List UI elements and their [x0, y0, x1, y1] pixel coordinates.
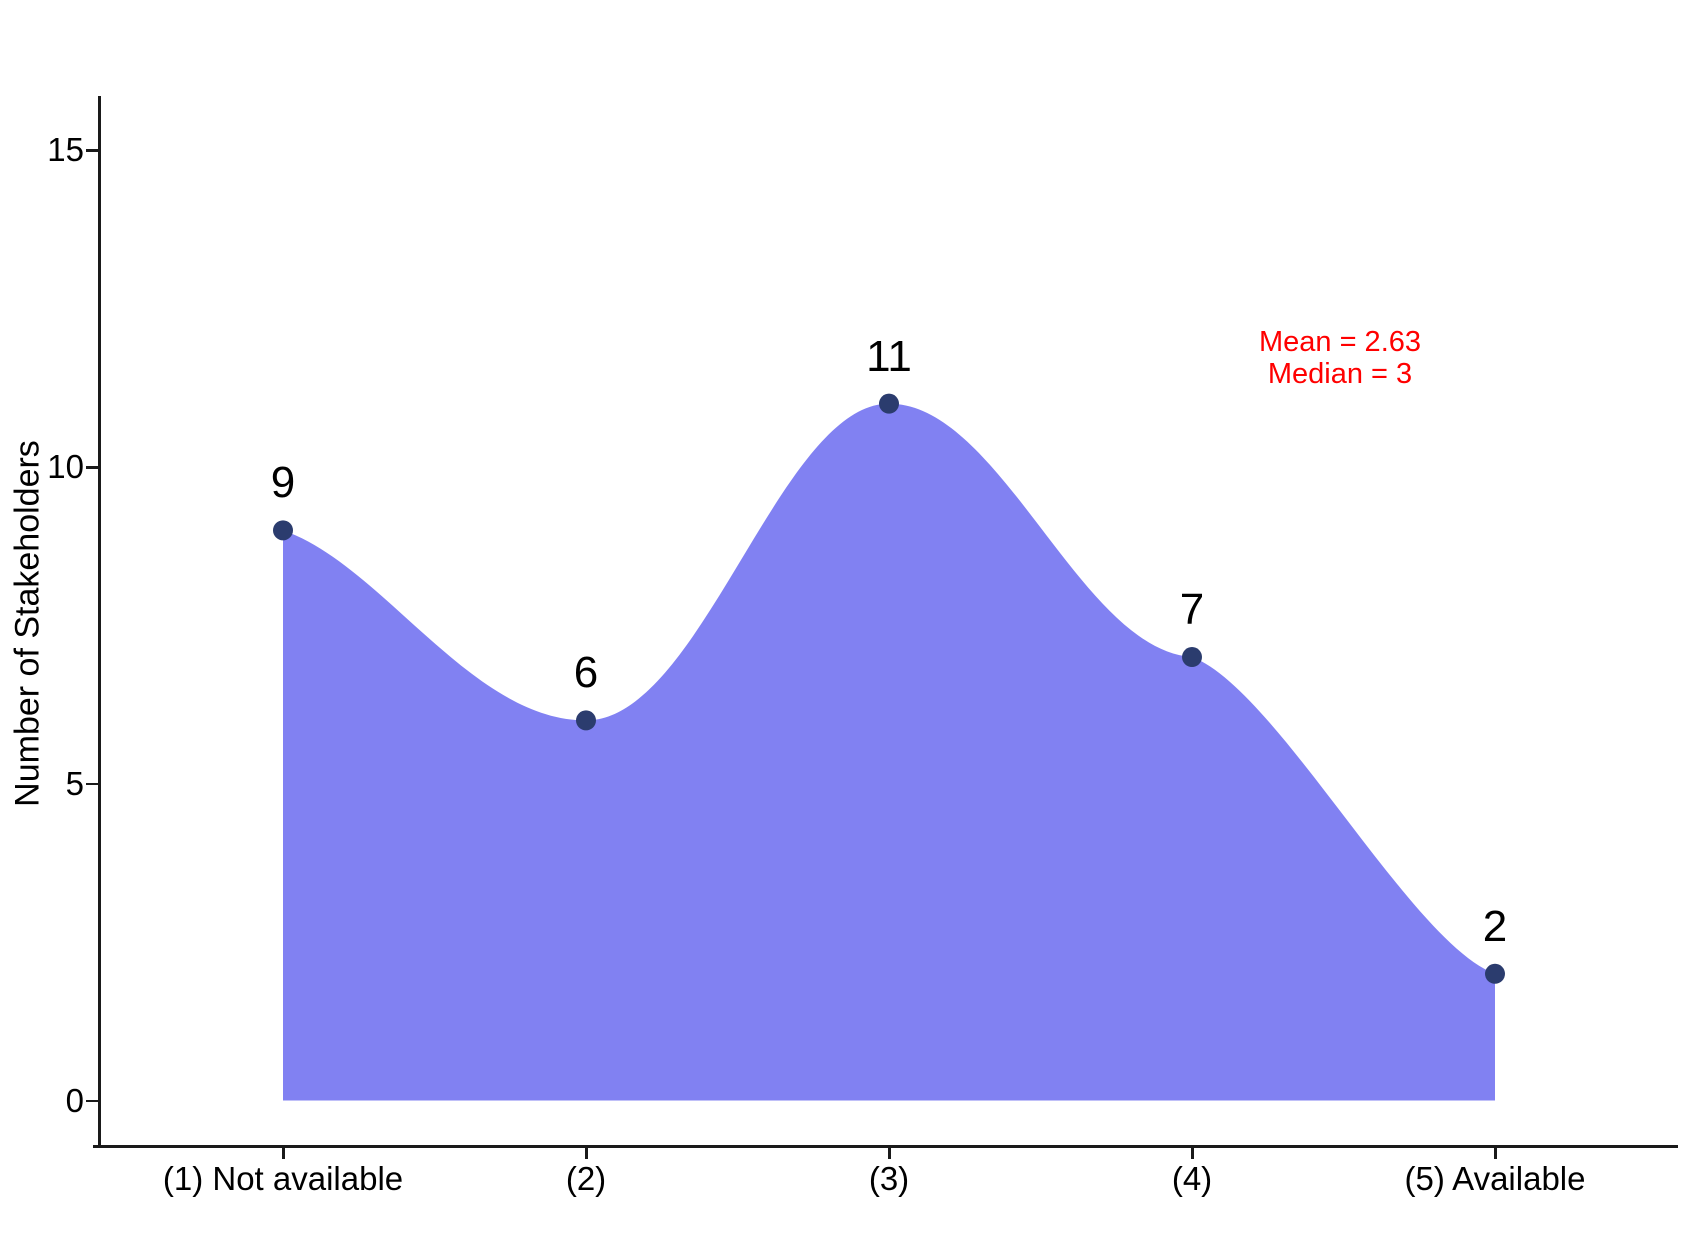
- data-point-4: [1182, 647, 1202, 668]
- point-value-label-2: 6: [573, 648, 599, 698]
- y-tick-mark-10: [86, 466, 98, 469]
- y-axis-line: [98, 96, 101, 1147]
- data-point-1: [273, 520, 293, 541]
- x-tick-mark-1: [282, 1147, 285, 1159]
- data-point-2: [576, 710, 596, 731]
- x-tick-label-1: (1) Not available: [162, 1160, 404, 1197]
- y-tick-label-0: 0: [65, 1081, 84, 1119]
- median-annotation-line: Median = 3: [1267, 358, 1413, 390]
- x-tick-mark-3: [888, 1147, 891, 1159]
- data-point-3: [879, 393, 899, 414]
- data-points: [273, 393, 1505, 984]
- y-tick-mark-15: [86, 149, 98, 152]
- y-tick-label-15: 15: [47, 131, 84, 169]
- y-tick-label-10: 10: [47, 448, 84, 485]
- y-tick-mark-0: [86, 1099, 98, 1102]
- x-tick-mark-2: [585, 1147, 588, 1159]
- x-tick-label-2: (2): [565, 1160, 607, 1197]
- y-tick-mark-5: [86, 782, 98, 786]
- x-tick-label-3: (3): [868, 1160, 910, 1197]
- x-axis-line: [93, 1145, 1678, 1148]
- y-tick-label-5: 5: [65, 764, 84, 802]
- data-point-5: [1485, 963, 1505, 984]
- point-value-label-3: 11: [866, 331, 912, 381]
- point-value-label-5: 2: [1482, 901, 1508, 951]
- mean-median-annotation: Mean = 2.63 Median = 3: [1140, 326, 1540, 390]
- x-tick-label-5: (5) Available: [1404, 1160, 1586, 1197]
- area-fill-path: [283, 403, 1495, 1101]
- point-value-label-4: 7: [1179, 585, 1205, 635]
- mean-annotation-line: Mean = 2.63: [1258, 326, 1422, 358]
- point-value-label-1: 9: [270, 458, 296, 508]
- y-axis-title: Number of Stakeholders: [8, 440, 47, 807]
- x-tick-label-4: (4): [1171, 1160, 1213, 1197]
- x-tick-mark-4: [1191, 1147, 1194, 1159]
- x-tick-mark-5: [1494, 1147, 1497, 1159]
